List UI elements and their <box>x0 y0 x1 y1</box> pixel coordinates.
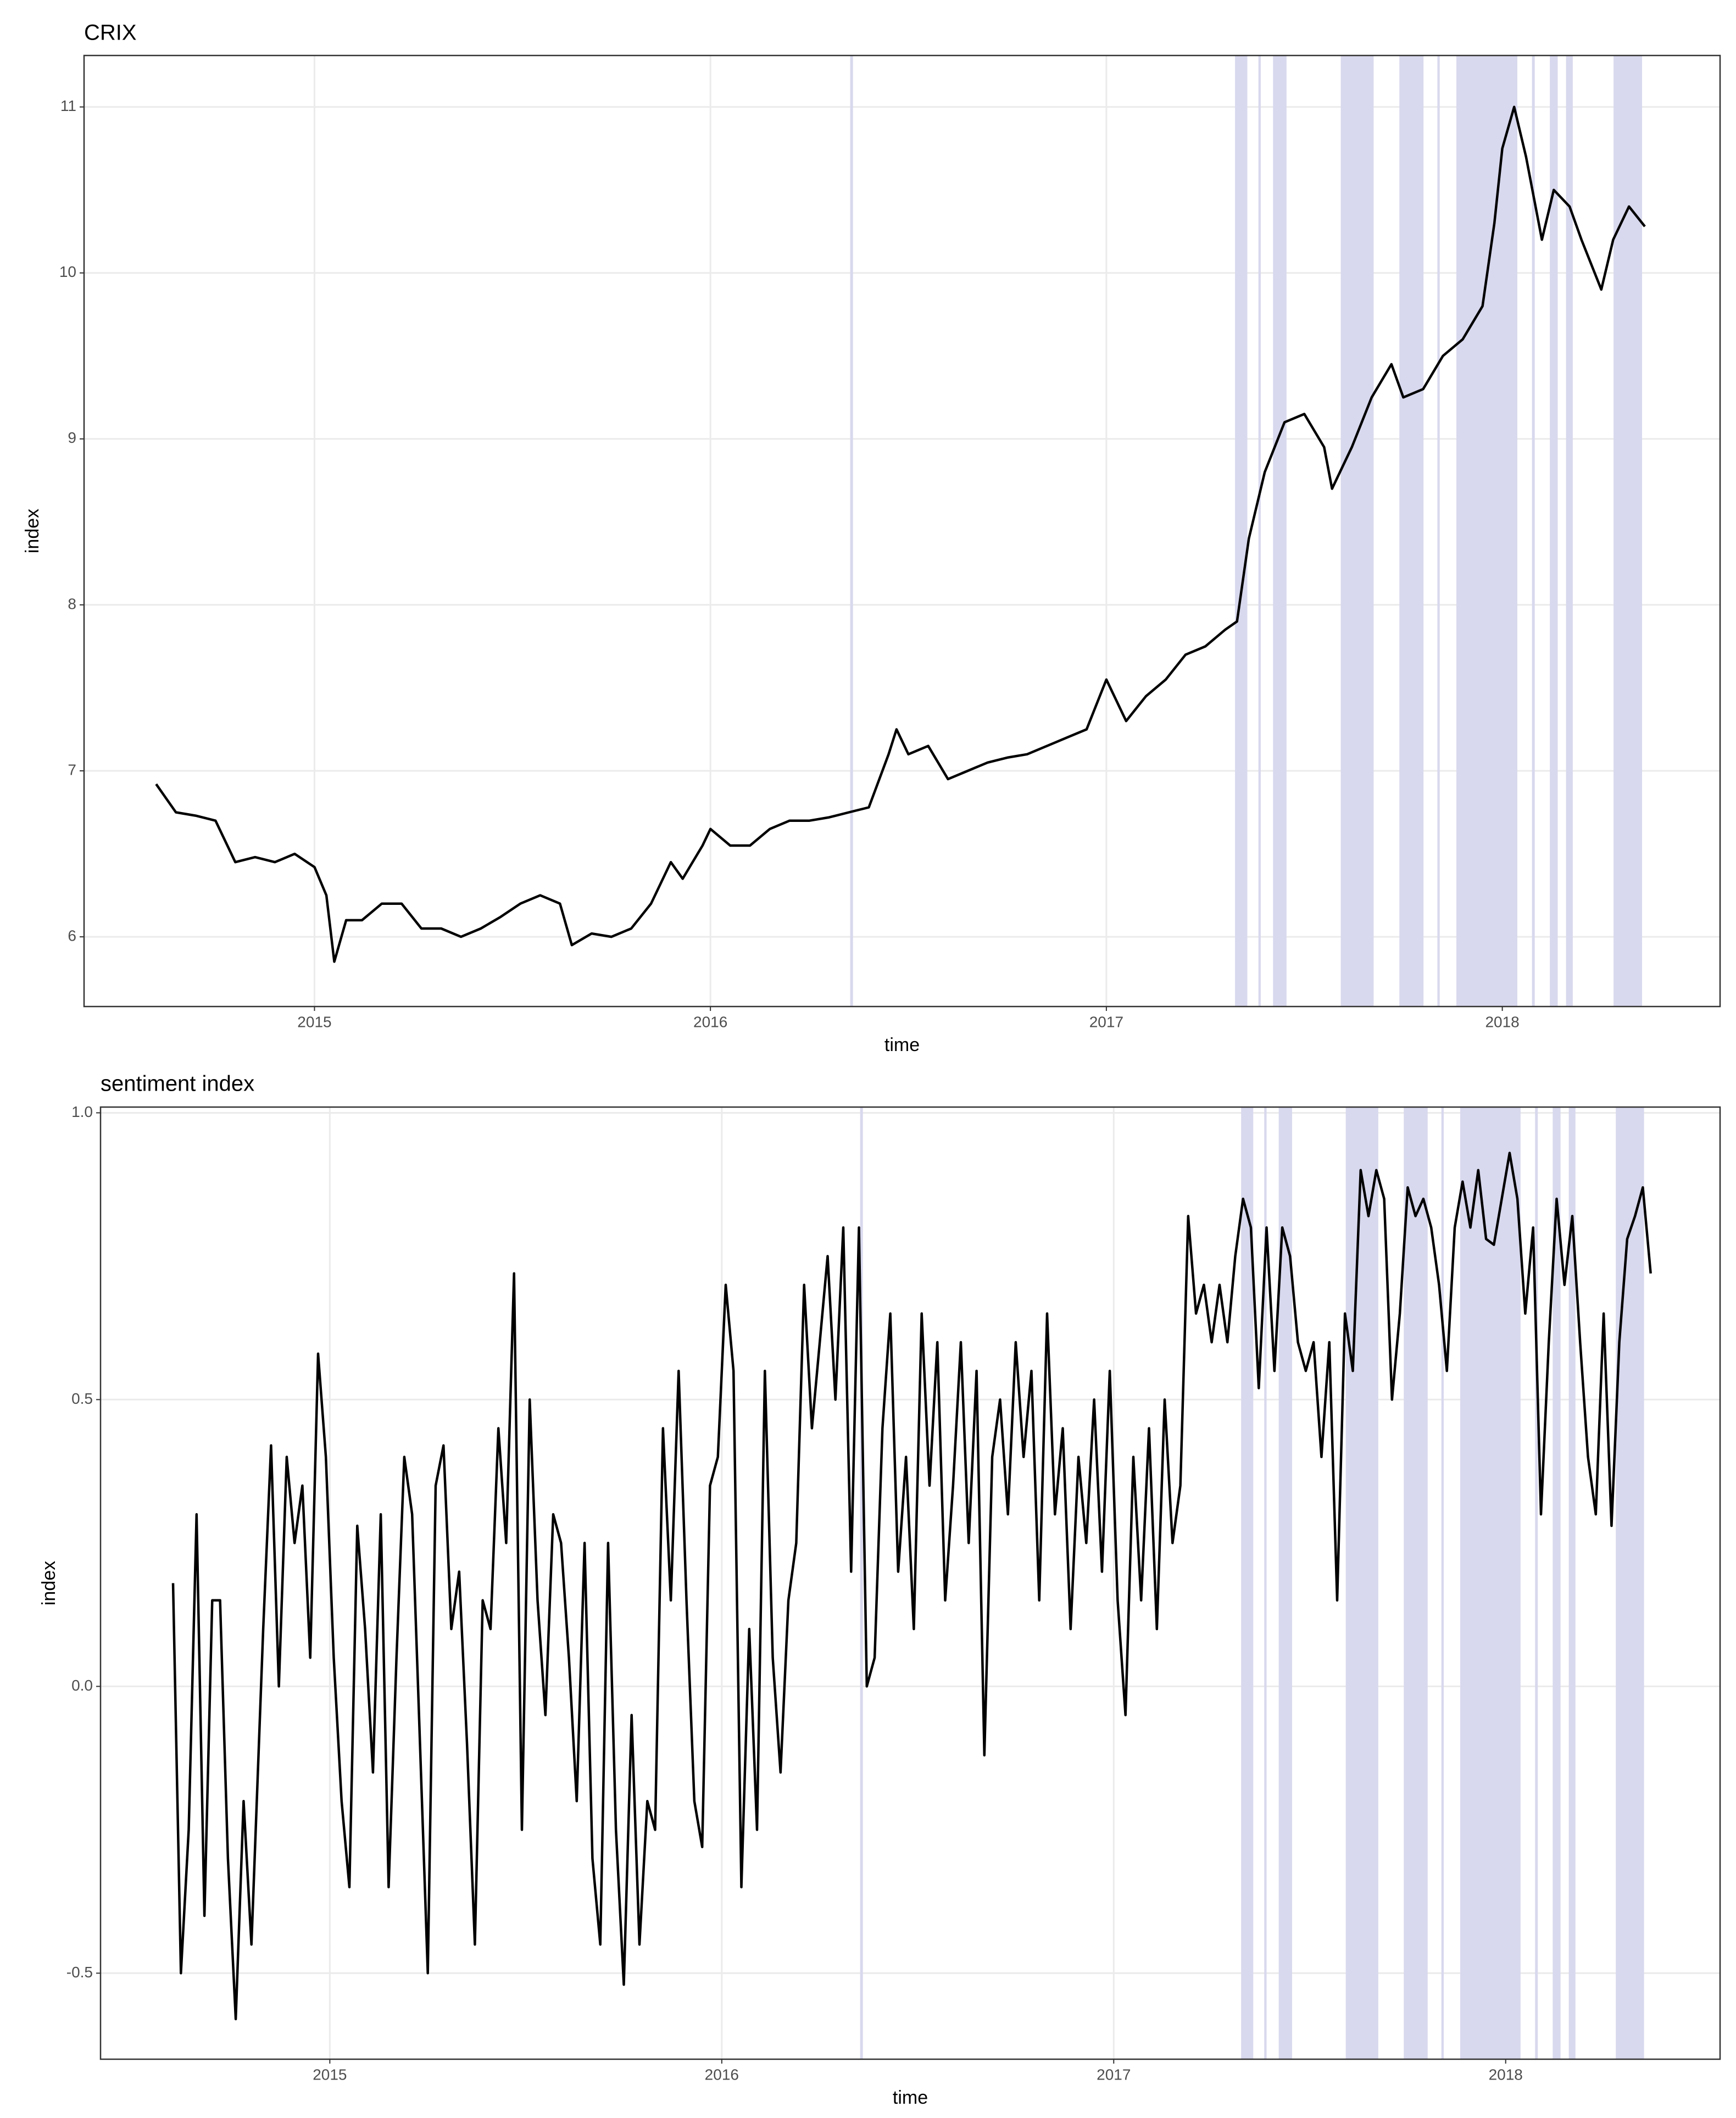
shaded-region <box>1568 1107 1576 2059</box>
x-tick-label: 2017 <box>1097 2066 1131 2083</box>
shaded-region <box>1241 1107 1254 2059</box>
x-tick-label: 2017 <box>1089 1013 1123 1030</box>
shaded-region <box>1553 1107 1561 2059</box>
shaded-region <box>1273 55 1287 1007</box>
chart-title: sentiment index <box>101 1072 254 1096</box>
plot-background <box>101 1107 1720 2059</box>
x-tick-label: 2018 <box>1489 2066 1523 2083</box>
shaded-region <box>1258 55 1261 1007</box>
y-tick-label: 0.0 <box>71 1677 93 1694</box>
shaded-region <box>1616 1107 1644 2059</box>
y-tick-label: 6 <box>68 927 76 944</box>
panel-border <box>83 54 1721 1008</box>
x-axis-title: time <box>893 2087 928 2108</box>
x-tick-label: 2018 <box>1485 1013 1519 1030</box>
shaded-region <box>1532 55 1535 1007</box>
shaded-region <box>1340 55 1374 1007</box>
shaded-region <box>850 55 853 1007</box>
y-tick-label: 7 <box>68 761 76 778</box>
panel-border <box>99 1106 1721 2060</box>
plot-background <box>84 55 1720 1007</box>
shaded-region <box>1437 55 1440 1007</box>
y-axis-title: index <box>22 509 43 553</box>
x-tick-label: 2016 <box>693 1013 727 1030</box>
shaded-region <box>1535 1107 1538 2059</box>
shaded-region <box>1456 55 1517 1007</box>
series-line <box>155 105 1646 963</box>
shaded-region <box>1460 1107 1521 2059</box>
shaded-region <box>1566 55 1573 1007</box>
shaded-region <box>1404 1107 1428 2059</box>
y-tick-label: 1.0 <box>71 1103 93 1120</box>
y-tick-label: 11 <box>60 97 76 114</box>
shaded-region <box>1550 55 1558 1007</box>
shaded-region <box>860 1107 863 2059</box>
y-tick-label: 8 <box>68 595 76 612</box>
y-axis-title: index <box>38 1561 59 1605</box>
x-tick-label: 2015 <box>297 1013 331 1030</box>
chart-title: CRIX <box>84 21 137 45</box>
y-tick-label: 9 <box>68 429 76 446</box>
shaded-region <box>1399 55 1424 1007</box>
shaded-region <box>1345 1107 1378 2059</box>
y-tick-label: 10 <box>59 263 76 280</box>
x-tick-label: 2015 <box>313 2066 347 2083</box>
shaded-region <box>1613 55 1643 1007</box>
y-tick-label: 0.5 <box>71 1390 93 1407</box>
shaded-region <box>1264 1107 1267 2059</box>
x-axis-title: time <box>884 1035 920 1055</box>
shaded-region <box>1235 55 1248 1007</box>
x-tick-label: 2016 <box>705 2066 739 2083</box>
y-tick-label: -0.5 <box>66 1964 93 1981</box>
series-line <box>171 1152 1652 2021</box>
shaded-region <box>1441 1107 1444 2059</box>
